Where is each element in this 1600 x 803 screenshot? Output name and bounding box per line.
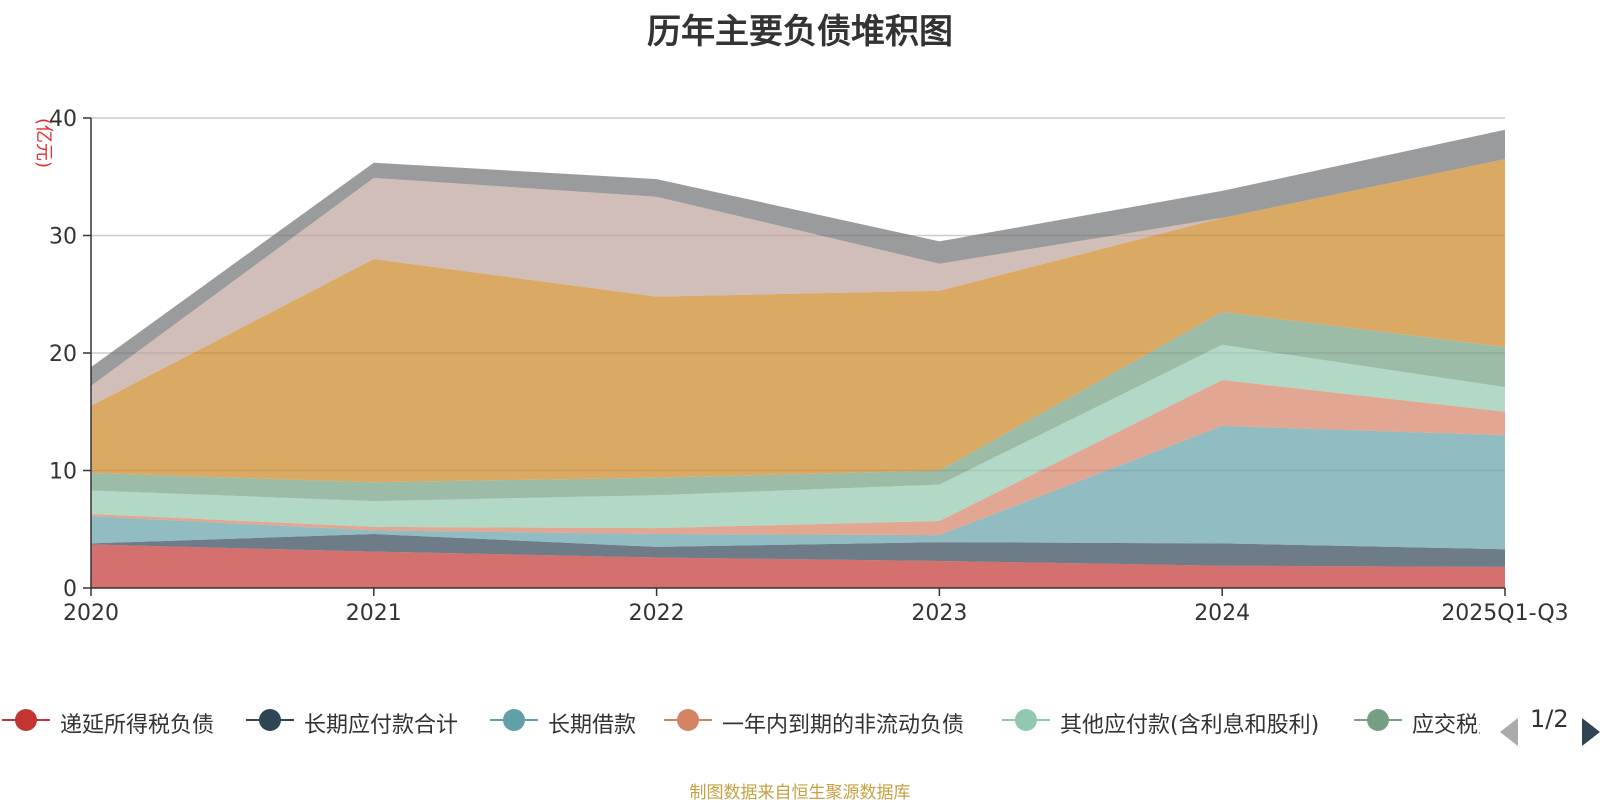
legend-prev-arrow-icon[interactable]	[1500, 718, 1518, 746]
y-tick-label: 20	[49, 342, 77, 367]
legend-label: 长期借款	[548, 713, 637, 738]
chart-plot: 0 10 20 30 40 2020 2021 2022 2023 2024 2025Q1-Q3 (亿…	[33, 107, 1569, 626]
area-series-6	[91, 311, 1505, 502]
y-tick-label: 40	[49, 107, 77, 132]
legend-label: 应交税费	[1412, 713, 1480, 738]
legend-label: 其他应付款(含利息和股利)	[1060, 713, 1320, 738]
y-tick-label: 10	[49, 460, 77, 485]
axes: 0 10 20 30 40 2020 2021 2022 2023 2024 2025Q1-Q3 (亿…	[33, 107, 1569, 626]
area-series-4	[91, 380, 1505, 536]
legend-dot-icon	[1367, 709, 1389, 731]
legend-dot-icon	[15, 709, 37, 731]
x-tick-label: 2020	[63, 601, 119, 626]
area-series-3	[91, 425, 1505, 550]
legend-dot-icon	[259, 709, 281, 731]
legend-label: 一年内到期的非流动负债	[722, 713, 965, 738]
x-tick-label: 2024	[1194, 601, 1250, 626]
area-series-2	[91, 534, 1505, 567]
area-series-5	[91, 344, 1505, 529]
legend-dot-icon	[503, 709, 525, 731]
legend-dot-icon	[677, 709, 699, 731]
legend-dot-icon	[1015, 709, 1037, 731]
area-series-group	[91, 129, 1505, 588]
area-series-7	[91, 159, 1505, 483]
x-tick-label: 2021	[346, 601, 402, 626]
x-tick-label: 2025Q1-Q3	[1441, 601, 1568, 626]
source-note: 制图数据来自恒生聚源数据库	[689, 783, 911, 803]
legend-label: 递延所得税负债	[60, 713, 215, 738]
legend-label: 长期应付款合计	[304, 713, 459, 738]
x-tick-label: 2022	[629, 601, 685, 626]
area-series-1	[91, 544, 1505, 588]
legend-page-indicator: 1/2	[1530, 705, 1569, 733]
y-axis-unit-label: (亿元)	[33, 118, 54, 168]
chart-title: 历年主要负债堆积图	[647, 12, 953, 52]
y-tick-label: 0	[63, 577, 77, 602]
y-tick-label: 30	[49, 225, 77, 250]
area-series-8	[91, 159, 1505, 406]
legend-next-arrow-icon[interactable]	[1582, 718, 1600, 746]
legend: 递延所得税负债 长期应付款合计 长期借款 一年内到期的非流动负债 其他应付款(含利息和股…	[0, 700, 1480, 740]
x-tick-label: 2023	[911, 601, 967, 626]
